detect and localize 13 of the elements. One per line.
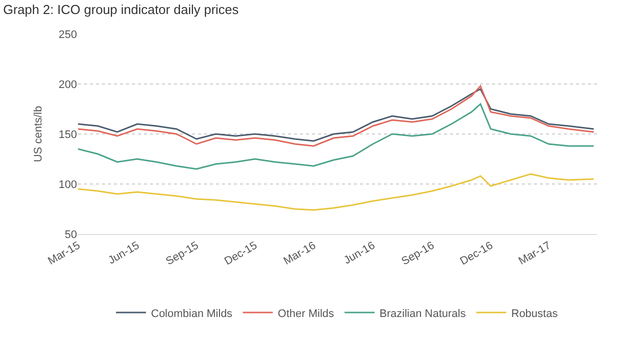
chart-title: Graph 2: ICO group indicator daily prices (3, 2, 240, 18)
y-tick-label: 50 (64, 228, 77, 241)
line-series (78, 173, 595, 211)
legend-label: Other Milds (278, 308, 335, 320)
y-tick-label: 200 (58, 78, 77, 91)
y-tick-label: 250 (58, 28, 77, 41)
line-series (78, 103, 595, 170)
legend-label: Robustas (511, 308, 558, 320)
y-axis-title: US cents/lb (32, 106, 44, 162)
legend-label: Colombian Milds (151, 308, 233, 320)
y-tick-label: 150 (58, 128, 77, 141)
legend-label: Brazilian Naturals (380, 308, 466, 320)
y-tick-label: 100 (58, 178, 77, 191)
